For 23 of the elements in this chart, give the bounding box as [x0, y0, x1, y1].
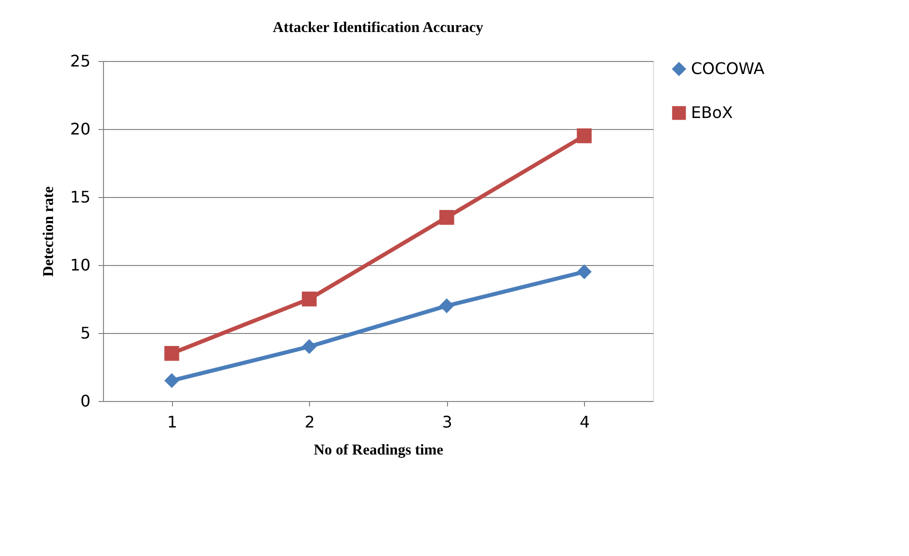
x-tick-label: 3 [442, 412, 452, 432]
point [302, 339, 317, 354]
y-tick-label: 20 [70, 120, 90, 138]
x-tick-label: 2 [304, 412, 315, 432]
chart-title: Attacker Identification Accuracy [272, 20, 484, 36]
x-tick-label: 1 [167, 412, 178, 432]
y-tick-label: 15 [70, 188, 90, 206]
y-axis-title: Detection rate [41, 186, 58, 277]
legend-label: EBoX [691, 103, 733, 122]
point [576, 264, 592, 280]
point [302, 292, 317, 306]
point [439, 298, 454, 314]
legend-label: COCOWA [691, 59, 764, 78]
point [164, 373, 180, 388]
y-tick-label: 10 [70, 256, 90, 274]
y-tick-label: 25 [70, 52, 90, 70]
point [439, 210, 454, 225]
y-tick-label: 0 [80, 392, 90, 410]
x-tick-label: 4 [580, 412, 590, 432]
point [164, 346, 180, 361]
point [576, 128, 592, 144]
x-axis-title: No of Readings time [314, 442, 444, 458]
y-tick-label: 5 [80, 324, 90, 342]
